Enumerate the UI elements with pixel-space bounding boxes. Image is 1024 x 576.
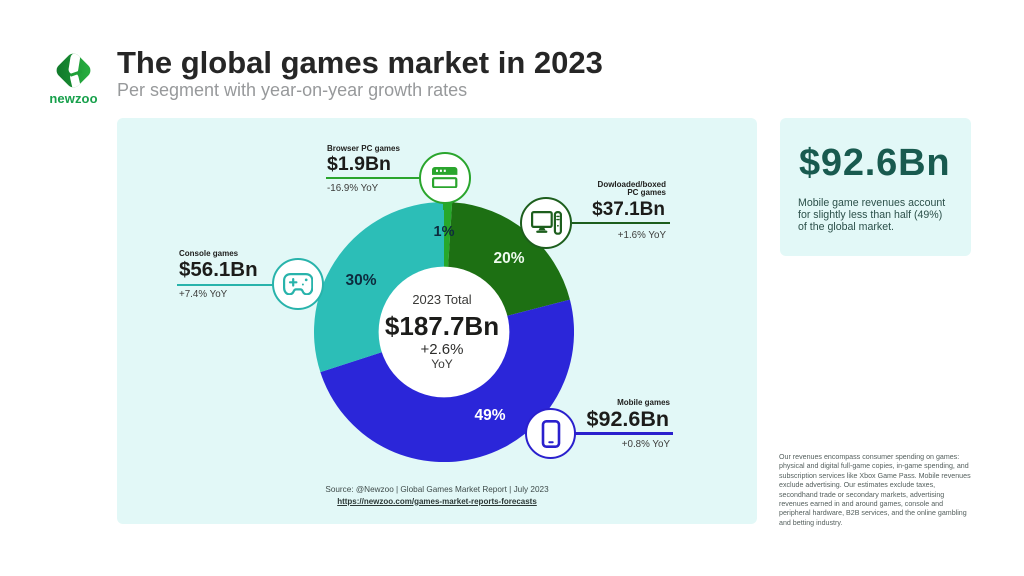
svg-text:newzoo: newzoo: [50, 91, 98, 106]
